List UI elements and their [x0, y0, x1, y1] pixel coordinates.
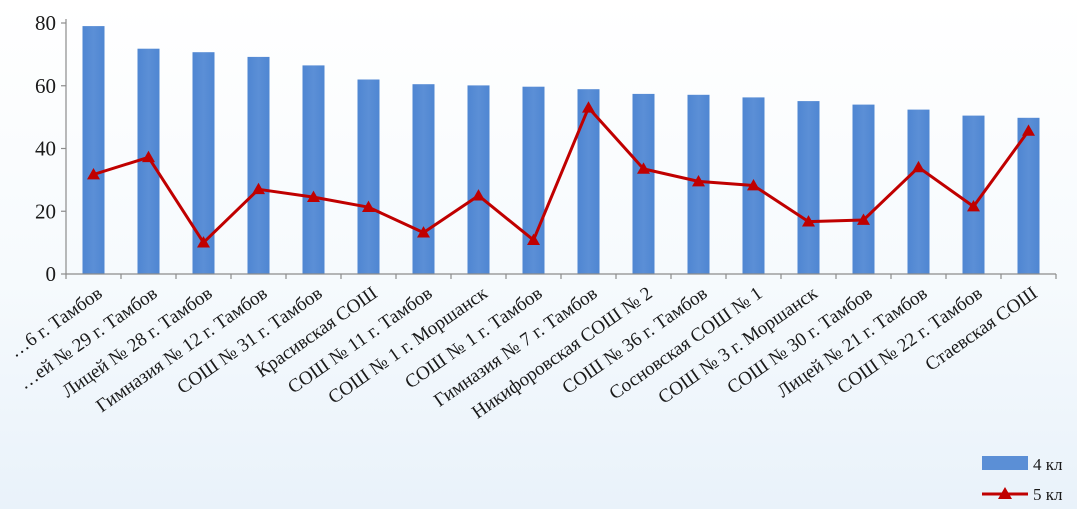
point-5kl-12: [692, 174, 705, 187]
bar-4kl-11: [632, 93, 655, 275]
point-5kl-7: [417, 226, 430, 238]
y-tick-label-80: 80: [35, 11, 56, 35]
point-5kl-14: [802, 215, 815, 227]
point-5kl-18: [1022, 124, 1035, 136]
line-series-layer: [87, 101, 1035, 248]
bars-layer: [82, 26, 1040, 275]
point-5kl-10: [582, 101, 595, 113]
y-tick-label-40: 40: [35, 137, 56, 161]
axes-layer: 0 20 40 60 80: [35, 11, 1057, 286]
bar-4kl-3: [192, 52, 215, 275]
bar-4kl-15: [852, 104, 875, 274]
point-5kl-2: [142, 150, 155, 163]
point-5kl-15: [857, 213, 870, 225]
bar-4kl-8: [467, 85, 490, 275]
bar-4kl-9: [522, 86, 545, 274]
point-5kl-16: [912, 160, 925, 173]
bar-4kl-1: [82, 26, 105, 274]
y-tick-label-20: 20: [35, 199, 56, 223]
y-tick-label-60: 60: [35, 74, 56, 98]
point-5kl-13: [747, 179, 760, 191]
y-tick-label-0: 0: [46, 262, 57, 286]
bar-4kl-18: [1017, 117, 1040, 274]
bar-4kl-16: [907, 109, 930, 274]
point-5kl-1: [87, 168, 100, 180]
bar-4kl-7: [412, 84, 435, 274]
legend: 4 кл 5 кл: [982, 455, 1063, 504]
bar-4kl-5: [302, 65, 325, 275]
bar-4kl-4: [247, 56, 270, 275]
line-5kl: [93, 106, 1030, 245]
legend-label-4kl: 4 кл: [1033, 455, 1063, 474]
point-5kl-8: [472, 189, 485, 201]
legend-label-5kl: 5 кл: [1033, 485, 1063, 504]
bar-4kl-10: [577, 89, 600, 274]
point-5kl-17: [967, 200, 980, 212]
point-5kl-9: [527, 233, 540, 245]
bar-4kl-14: [797, 101, 820, 274]
point-5kl-4: [252, 182, 265, 195]
point-5kl-11: [637, 162, 650, 174]
point-5kl-6: [362, 200, 375, 213]
point-5kl-5: [307, 190, 320, 203]
point-5kl-3: [197, 236, 210, 248]
bar-4kl-6: [357, 79, 380, 274]
legend-marker-5kl: [998, 487, 1012, 499]
legend-swatch-4kl: [982, 456, 1028, 470]
bar-4kl-17: [962, 115, 985, 274]
